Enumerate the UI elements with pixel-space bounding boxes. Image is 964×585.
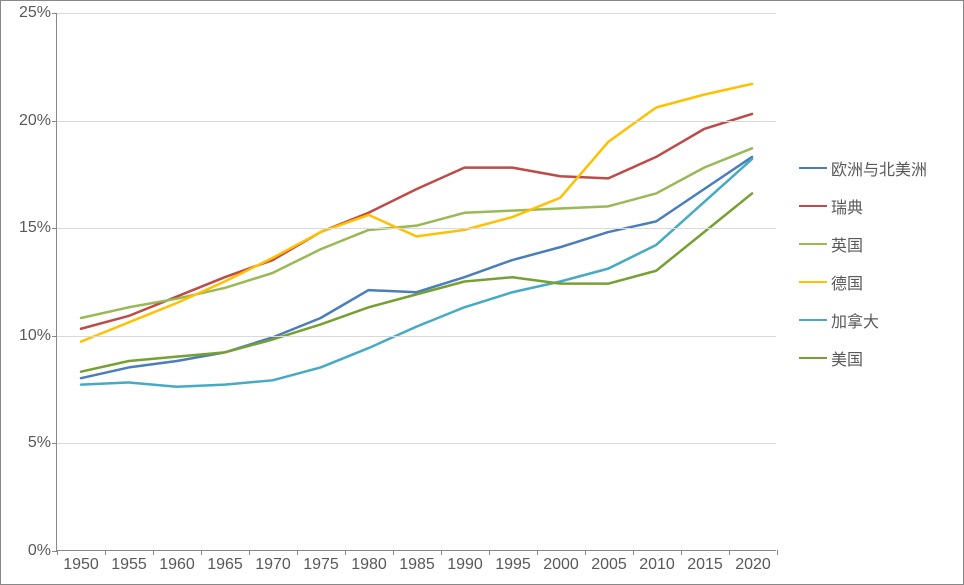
x-tick-mark: [249, 550, 250, 555]
plot-area: 0%5%10%15%20%25%195019551960196519701975…: [56, 13, 776, 551]
legend-item: 瑞典: [799, 194, 927, 218]
legend-item: 英国: [799, 232, 927, 256]
x-axis-tick-label: 1985: [399, 550, 435, 574]
gridline: [57, 336, 776, 337]
x-tick-mark: [57, 550, 58, 555]
x-axis-tick-label: 2020: [735, 550, 771, 574]
x-axis-tick-label: 2000: [543, 550, 579, 574]
legend-swatch: [799, 167, 827, 169]
x-tick-mark: [489, 550, 490, 555]
x-axis-tick-label: 1955: [111, 550, 147, 574]
x-tick-mark: [585, 550, 586, 555]
legend-label: 美国: [831, 346, 863, 370]
chart-legend: 欧洲与北美洲瑞典英国德国加拿大美国: [799, 156, 927, 370]
legend-swatch: [799, 243, 827, 245]
x-tick-mark: [153, 550, 154, 555]
y-axis-tick-label: 10%: [19, 327, 57, 345]
x-axis-tick-label: 1975: [303, 550, 339, 574]
chart-lines: [57, 13, 776, 550]
legend-swatch: [799, 357, 827, 359]
legend-label: 瑞典: [831, 194, 863, 218]
legend-item: 德国: [799, 270, 927, 294]
x-axis-tick-label: 1960: [159, 550, 195, 574]
gridline: [57, 228, 776, 229]
x-axis-tick-label: 1980: [351, 550, 387, 574]
x-tick-mark: [105, 550, 106, 555]
x-axis-tick-label: 1990: [447, 550, 483, 574]
x-tick-mark: [681, 550, 682, 555]
legend-item: 欧洲与北美洲: [799, 156, 927, 180]
series-line: [81, 193, 752, 371]
x-axis-tick-label: 1965: [207, 550, 243, 574]
x-tick-mark: [393, 550, 394, 555]
y-axis-tick-label: 5%: [28, 434, 57, 452]
x-axis-tick-label: 2015: [687, 550, 723, 574]
x-tick-mark: [345, 550, 346, 555]
x-axis-tick-label: 2010: [639, 550, 675, 574]
gridline: [57, 443, 776, 444]
y-axis-tick-label: 20%: [19, 112, 57, 130]
x-tick-mark: [201, 550, 202, 555]
x-axis-tick-label: 1995: [495, 550, 531, 574]
legend-swatch: [799, 205, 827, 207]
x-axis-tick-label: 1970: [255, 550, 291, 574]
x-tick-mark: [729, 550, 730, 555]
legend-item: 美国: [799, 346, 927, 370]
legend-label: 加拿大: [831, 308, 879, 332]
line-chart: 0% 5% 10% 15% 20% 25% 1950 1955 1960 1965 1970 1975…: [0, 0, 964, 585]
gridline: [57, 121, 776, 122]
series-line: [81, 84, 752, 342]
legend-label: 德国: [831, 270, 863, 294]
x-tick-mark: [297, 550, 298, 555]
legend-swatch: [799, 319, 827, 321]
legend-label: 欧洲与北美洲: [831, 156, 927, 180]
x-tick-mark: [633, 550, 634, 555]
x-axis-tick-label: 2005: [591, 550, 627, 574]
x-tick-mark: [537, 550, 538, 555]
gridline: [57, 13, 776, 14]
legend-swatch: [799, 281, 827, 283]
legend-label: 英国: [831, 232, 863, 256]
x-axis-tick-label: 1950: [63, 550, 99, 574]
y-axis-tick-label: 25%: [19, 4, 57, 22]
y-axis-tick-label: 0%: [28, 542, 57, 560]
legend-item: 加拿大: [799, 308, 927, 332]
x-tick-mark: [441, 550, 442, 555]
y-axis-tick-label: 15%: [19, 219, 57, 237]
x-tick-mark: [777, 550, 778, 555]
